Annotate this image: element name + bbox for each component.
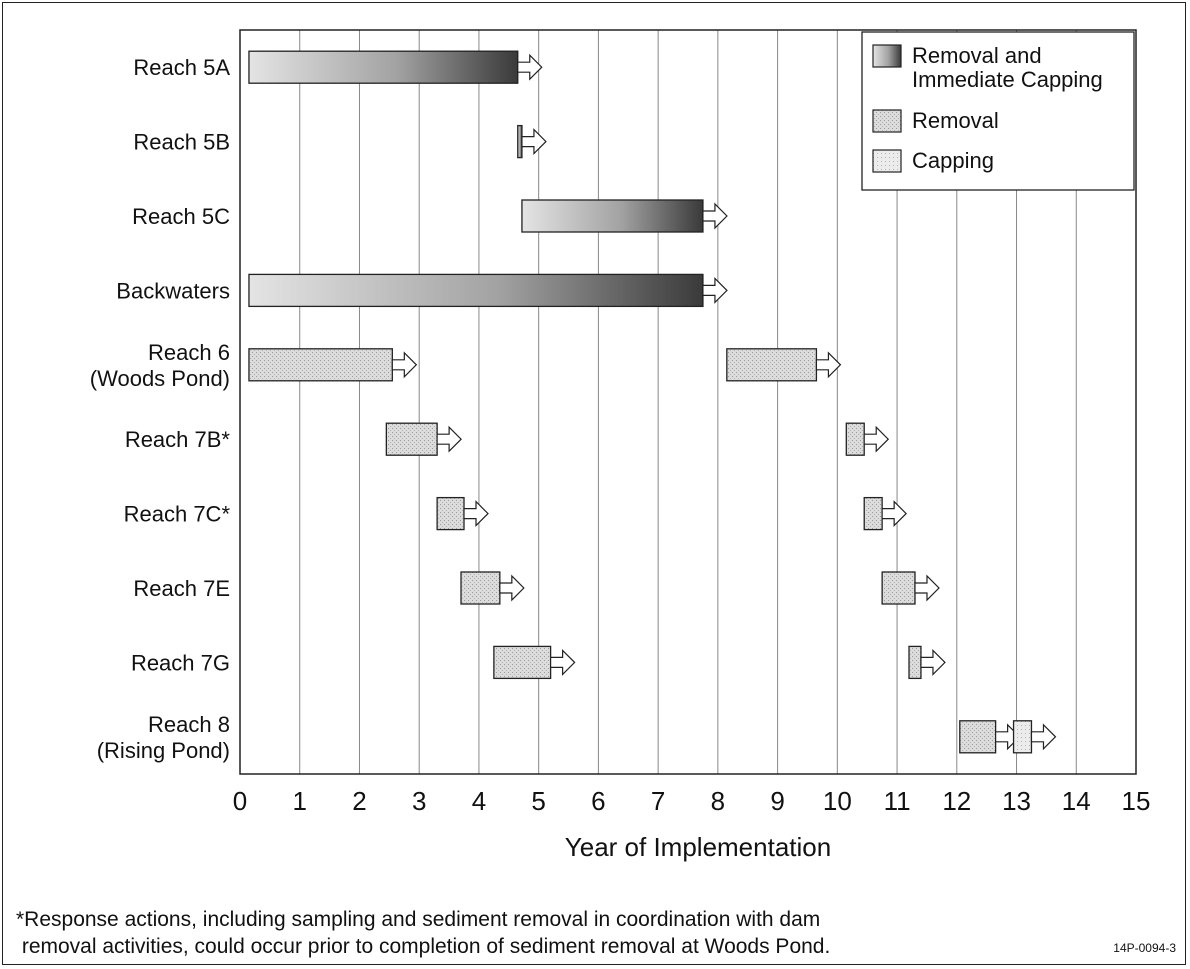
arrow-marker bbox=[517, 53, 543, 81]
category-label: Reach 7E bbox=[133, 576, 230, 601]
arrow-marker bbox=[521, 128, 547, 156]
category-label: Reach 8 bbox=[148, 712, 230, 737]
x-tick-label: 1 bbox=[292, 786, 306, 816]
arrow-marker bbox=[815, 351, 842, 379]
arrow-marker bbox=[920, 648, 946, 676]
bar-r bbox=[436, 496, 465, 531]
x-tick-label: 15 bbox=[1122, 786, 1151, 816]
legend-swatch bbox=[872, 149, 902, 173]
footnote: *Response actions, including sampling an… bbox=[16, 908, 831, 958]
arrow-marker bbox=[702, 202, 728, 230]
bar-r bbox=[959, 720, 997, 754]
category-label: Reach 7G bbox=[131, 650, 230, 675]
category-label: Reach 7B* bbox=[125, 427, 231, 452]
bar-r bbox=[863, 496, 883, 531]
bar-r bbox=[248, 348, 393, 382]
x-tick-label: 10 bbox=[823, 786, 852, 816]
arrow-marker bbox=[463, 500, 489, 528]
arrow-marker bbox=[391, 351, 418, 379]
legend-swatch bbox=[872, 109, 902, 133]
figure-id: 14P-0094-3 bbox=[1113, 941, 1176, 955]
category-label: Reach 5A bbox=[133, 55, 230, 80]
legend-label: Removal and bbox=[912, 43, 1042, 68]
bar-c bbox=[1012, 720, 1033, 754]
arrow-marker bbox=[436, 425, 462, 453]
x-axis-label: Year of Implementation bbox=[565, 832, 831, 862]
x-tick-label: 14 bbox=[1062, 786, 1091, 816]
bar-rc bbox=[248, 273, 704, 308]
x-tick-label: 6 bbox=[591, 786, 605, 816]
legend-label: Immediate Capping bbox=[912, 67, 1103, 92]
category-label: (Woods Pond) bbox=[90, 366, 230, 391]
bar-rc bbox=[248, 50, 519, 84]
bar-r bbox=[493, 645, 552, 680]
arrow-marker bbox=[881, 500, 907, 528]
arrow-marker bbox=[499, 574, 525, 602]
x-tick-label: 3 bbox=[412, 786, 426, 816]
x-tick-label: 12 bbox=[942, 786, 971, 816]
bar-r bbox=[726, 348, 818, 382]
arrow-marker bbox=[702, 276, 728, 304]
category-label: Reach 7C* bbox=[124, 502, 231, 527]
category-label: Reach 5C bbox=[132, 204, 230, 229]
bar-r bbox=[460, 571, 501, 605]
category-label: (Rising Pond) bbox=[97, 738, 230, 763]
legend-label: Capping bbox=[912, 148, 994, 173]
category-label: Reach 6 bbox=[148, 340, 230, 365]
bar-rc bbox=[521, 199, 704, 233]
x-tick-label: 5 bbox=[531, 786, 545, 816]
bar-rc bbox=[517, 124, 523, 159]
legend-swatch bbox=[872, 44, 902, 68]
bar-r bbox=[845, 422, 865, 456]
arrow-marker bbox=[550, 648, 576, 676]
category-label: Backwaters bbox=[116, 278, 230, 303]
bar-r bbox=[908, 645, 922, 680]
arrow-marker bbox=[863, 425, 890, 453]
plot-area bbox=[239, 29, 1137, 775]
arrow-marker bbox=[1030, 723, 1057, 751]
x-tick-label: 2 bbox=[352, 786, 366, 816]
arrow-marker bbox=[914, 574, 940, 602]
x-tick-label: 7 bbox=[651, 786, 665, 816]
x-tick-label: 8 bbox=[711, 786, 725, 816]
legend-box bbox=[861, 31, 1135, 191]
bar-r bbox=[881, 571, 916, 605]
x-tick-label: 9 bbox=[770, 786, 784, 816]
x-tick-label: 0 bbox=[233, 786, 247, 816]
bar-r bbox=[385, 422, 438, 456]
x-tick-label: 13 bbox=[1002, 786, 1031, 816]
x-tick-label: 4 bbox=[472, 786, 486, 816]
category-label: Reach 5B bbox=[133, 130, 230, 155]
legend-label: Removal bbox=[912, 108, 999, 133]
x-tick-label: 11 bbox=[884, 786, 911, 816]
